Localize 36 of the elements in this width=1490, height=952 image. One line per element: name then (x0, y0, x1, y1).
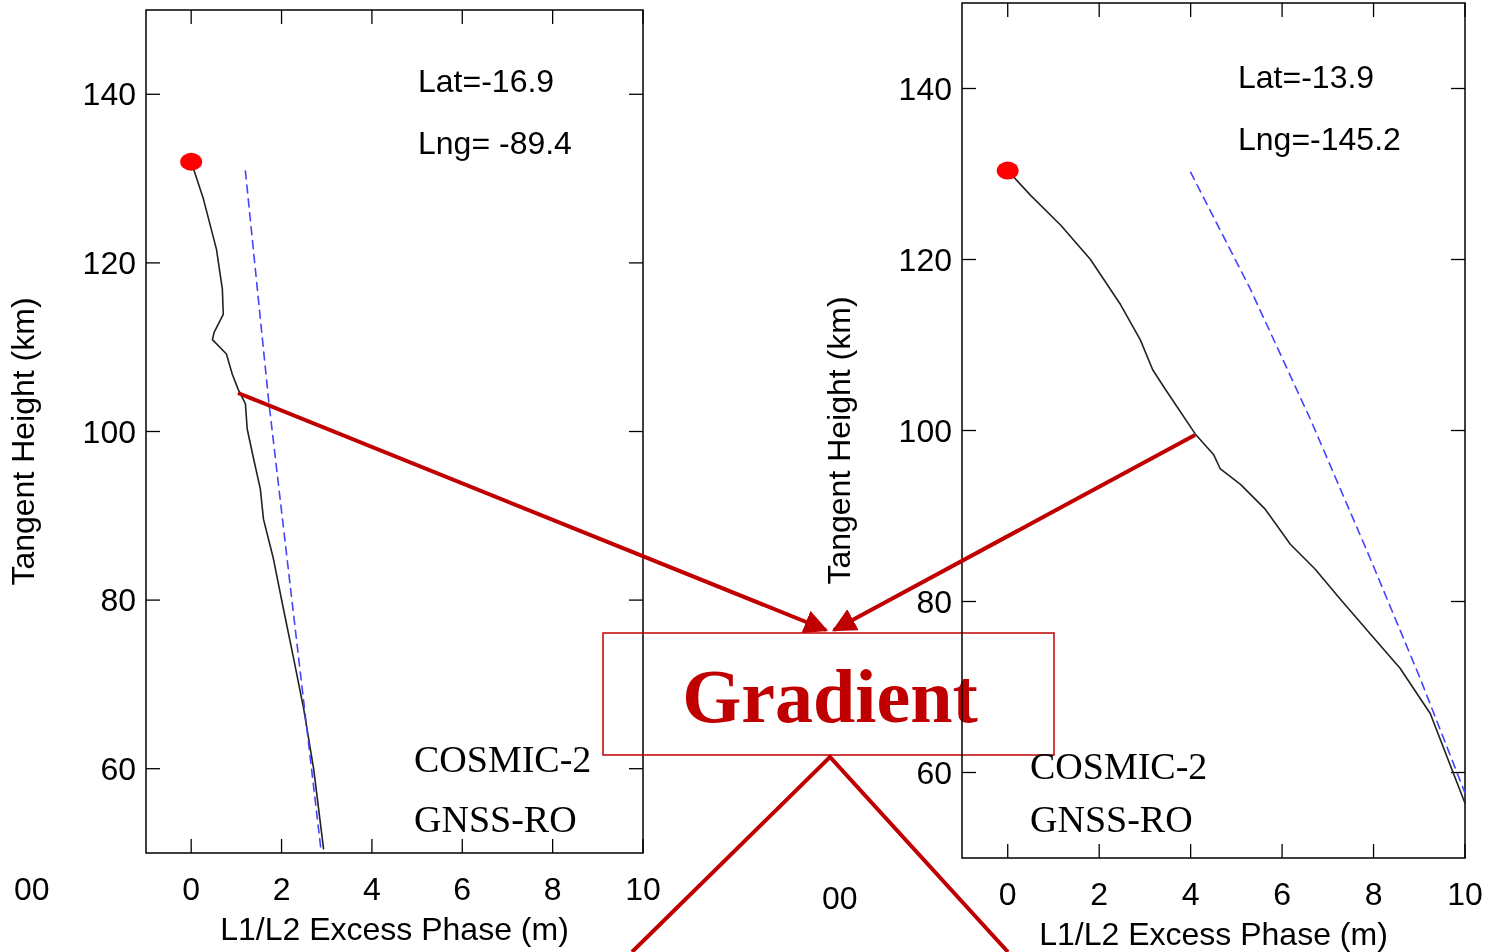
x-tick-label: 4 (363, 871, 381, 907)
x-tick-label: 2 (1090, 876, 1109, 912)
y-tick-label: 120 (898, 241, 952, 278)
annotation: GNSS-RO (1030, 798, 1193, 840)
x-tick-label: 8 (543, 871, 562, 907)
y-tick-label: 80 (100, 582, 136, 619)
x-axis-title: L1/L2 Excess Phase (m) (220, 911, 569, 947)
x-axis-title: L1/L2 Excess Phase (m) (1039, 916, 1388, 952)
y-axis-title: Tangent Height (km) (5, 297, 41, 586)
y-axis-title: Tangent Height (km) (821, 296, 857, 585)
x-tick-label: 8 (1364, 876, 1383, 912)
x-tick-label: 6 (453, 871, 472, 907)
x-tick-label: 10 (1447, 876, 1483, 912)
y-tick-label: 140 (898, 70, 952, 107)
annotation: Lng=-145.2 (1238, 121, 1401, 157)
text: 00 (822, 880, 858, 916)
y-tick-label: 100 (898, 412, 952, 449)
x-tick-label: 10 (625, 871, 661, 907)
x-tick-label: 6 (1273, 876, 1291, 912)
annotation: GNSS-RO (414, 798, 577, 840)
annotation: COSMIC-2 (414, 738, 592, 780)
x-tick-label: 0 (182, 871, 201, 907)
annotation: Lat=-16.9 (418, 63, 555, 99)
annotation: Lng= -89.4 (418, 125, 572, 161)
y-tick-label: 80 (916, 583, 952, 620)
y-tick-label: 140 (82, 76, 136, 113)
y-tick-label: 100 (82, 413, 136, 450)
y-tick-label: 60 (916, 754, 952, 791)
y-tick-label: 120 (82, 244, 136, 281)
x-tick-label: 2 (272, 871, 291, 907)
y-tick-label: 60 (100, 750, 136, 787)
annotation: Lat=-13.9 (1238, 59, 1375, 95)
x-tick-label: 0 (998, 876, 1017, 912)
text: 00 (14, 871, 50, 907)
annotation: COSMIC-2 (1030, 745, 1208, 787)
x-tick-label: 4 (1181, 876, 1200, 912)
